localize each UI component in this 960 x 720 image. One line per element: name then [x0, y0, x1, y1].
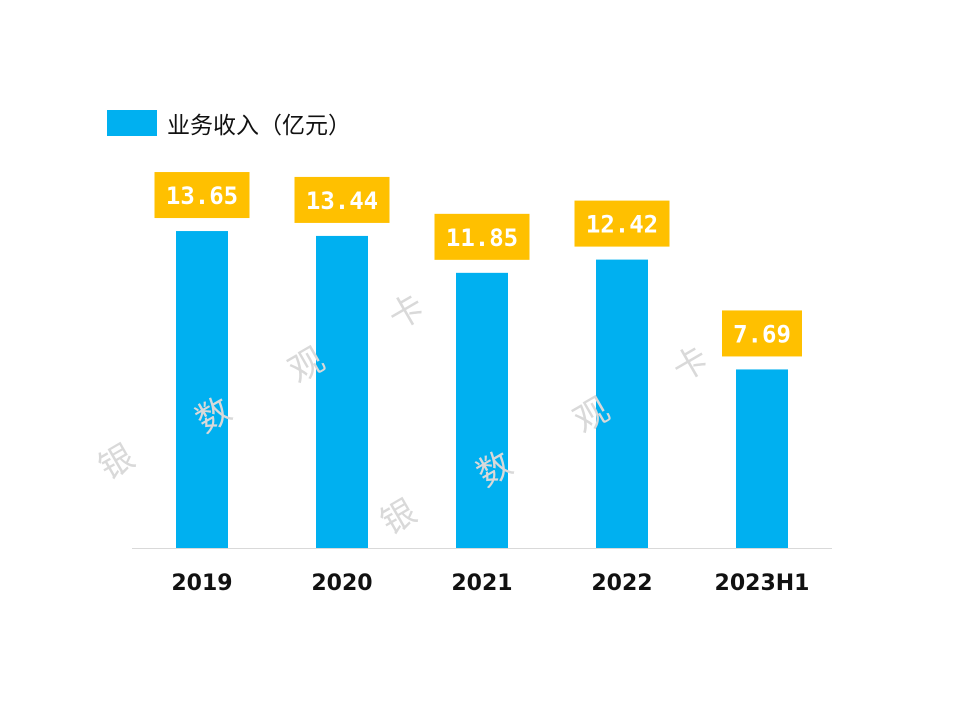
data-label-2022: 12.42	[586, 211, 658, 239]
data-label-2019: 13.65	[166, 182, 238, 210]
x-tick-label-2019: 2019	[171, 571, 232, 596]
bar-2019	[176, 231, 228, 548]
data-label-box-2020	[294, 176, 390, 223]
data-label-box-2021	[434, 213, 530, 260]
x-tick-label-2023H1: 2023H1	[715, 571, 810, 596]
bar-2022	[596, 259, 648, 548]
x-tick-label-2022: 2022	[591, 571, 652, 596]
data-label-2023H1: 7.69	[733, 320, 791, 348]
legend-label: 业务收入（亿元）	[167, 113, 351, 139]
data-label-box-2023H1	[722, 310, 802, 357]
data-label-2021: 11.85	[446, 224, 518, 252]
bar-2021	[456, 272, 508, 548]
legend-swatch	[107, 110, 157, 136]
data-label-box-2022	[574, 200, 670, 247]
bar-2020	[316, 235, 368, 548]
bar-2023H1	[736, 369, 788, 548]
legend: 业务收入（亿元）	[107, 106, 351, 140]
data-label-2020: 13.44	[306, 187, 378, 215]
x-tick-label-2021: 2021	[451, 571, 512, 596]
x-tick-label-2020: 2020	[311, 571, 372, 596]
data-label-box-2019	[154, 172, 250, 219]
